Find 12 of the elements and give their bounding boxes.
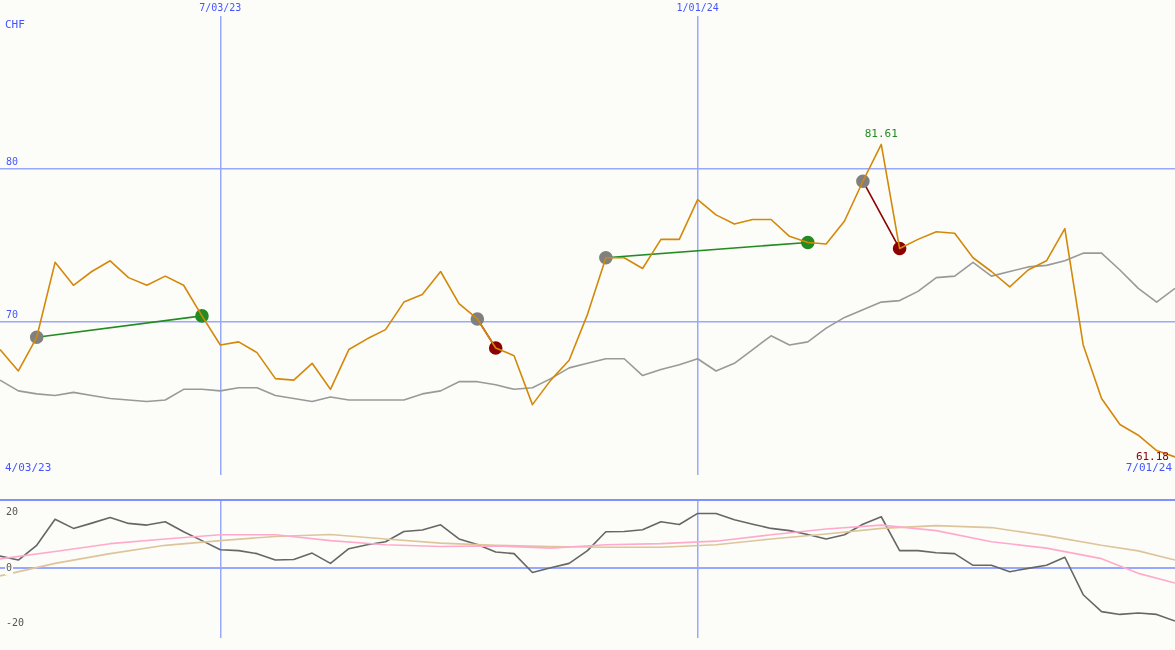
- x-tick-label: 1/01/24: [676, 1, 719, 13]
- y-tick-label: 80: [6, 155, 19, 167]
- y-tick-label: 20: [6, 506, 19, 518]
- annotation: 7/01/24: [1125, 461, 1173, 475]
- annotation: 61.18: [1135, 449, 1169, 463]
- y-tick-label: 70: [6, 308, 19, 320]
- y-tick-label: 0: [6, 561, 13, 573]
- annotation: 4/03/23: [5, 461, 52, 475]
- y-axis-title: CHF: [5, 18, 25, 32]
- x-tick-label: 7/03/23: [199, 1, 242, 13]
- y-tick-label: -20: [6, 617, 25, 629]
- annotation: 81.61: [864, 126, 898, 140]
